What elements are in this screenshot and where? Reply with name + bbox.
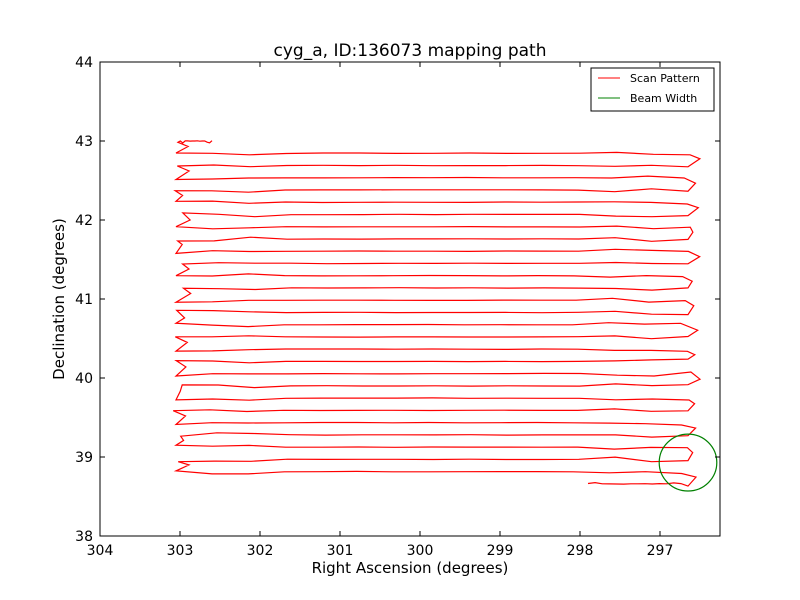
y-tick-label: 44: [75, 55, 93, 71]
y-tick-label: 40: [75, 371, 93, 387]
legend-label-scan-pattern: Scan Pattern: [630, 72, 700, 85]
y-tick-label: 39: [75, 450, 93, 466]
y-tick-label: 43: [75, 134, 93, 150]
x-tick-label: 302: [247, 543, 274, 559]
plot-data: [172, 140, 718, 492]
x-tick-label: 301: [327, 543, 354, 559]
x-tick-label: 300: [407, 543, 434, 559]
x-tick-label: 299: [487, 543, 514, 559]
plot-frame: [99, 61, 721, 537]
x-tick-label: 304: [87, 543, 114, 559]
scan-pattern-line: [172, 140, 702, 487]
legend-box: [590, 67, 715, 112]
x-tick-label: 298: [567, 543, 594, 559]
y-axis-label: Declination (degrees): [50, 218, 68, 380]
y-tick-label: 38: [75, 529, 93, 545]
axis-ticks: 304 303 302 301 300 299 298 297 38 39 40 41 42 43 44: [75, 55, 720, 559]
chart-title: cyg_a, ID:136073 mapping path: [274, 41, 547, 61]
legend: Scan Pattern Beam Width: [590, 67, 715, 112]
y-tick-label: 42: [75, 213, 93, 229]
y-tick-label: 41: [75, 292, 93, 308]
legend-label-beam-width: Beam Width: [630, 92, 697, 105]
x-axis-label: Right Ascension (degrees): [312, 559, 509, 577]
x-tick-label: 297: [647, 543, 674, 559]
x-tick-label: 303: [167, 543, 194, 559]
beam-width-circle: [658, 433, 718, 492]
